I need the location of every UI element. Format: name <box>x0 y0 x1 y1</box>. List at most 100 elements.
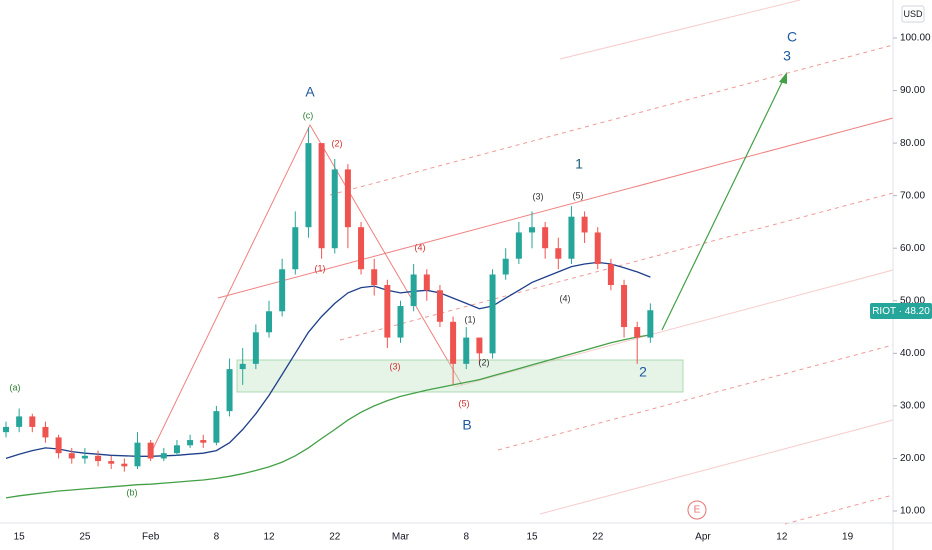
candle-body <box>607 263 614 286</box>
candle-body <box>594 232 601 264</box>
x-tick-label: 8 <box>463 532 469 543</box>
candle-body <box>252 332 259 364</box>
candle-body <box>397 306 404 338</box>
wave-label: (c) <box>303 110 314 120</box>
wave-label: 1 <box>575 156 583 172</box>
candle-body <box>160 453 167 459</box>
candle-body <box>331 169 338 249</box>
candle-body <box>410 274 417 307</box>
wave-label: (a) <box>10 382 21 392</box>
y-tick-label: 80.00 <box>900 138 925 149</box>
wave-label: 3 <box>783 48 791 64</box>
wave-label: C <box>787 29 797 45</box>
candle-body <box>266 311 272 333</box>
axes: 10.00 20.00 30.00 40.00 50.00 60.00 70.00 80.00… <box>14 33 931 543</box>
x-tick-label: 22 <box>329 532 341 543</box>
arrow-line <box>661 75 786 331</box>
candle-body <box>371 269 378 286</box>
candle-body <box>55 437 62 454</box>
candle-body <box>529 227 535 233</box>
candle-body <box>502 258 509 275</box>
price-tag-box <box>870 303 932 319</box>
y-tick-label: 10.00 <box>900 506 925 517</box>
price-tag: RIOT · 48.20 <box>872 306 930 317</box>
wave-label: 2 <box>639 364 647 380</box>
median-line <box>217 117 894 299</box>
wave-label: E <box>694 505 701 516</box>
x-tick-label: 12 <box>263 532 275 543</box>
candle-body <box>489 274 496 354</box>
candle-body <box>187 440 194 446</box>
candle-body <box>450 321 457 364</box>
wave-label: (2) <box>479 357 490 367</box>
candle-body <box>121 463 128 467</box>
candle-body <box>213 411 220 443</box>
wave-label: (5) <box>573 190 584 200</box>
wave-label: (3) <box>533 191 544 201</box>
wave-label: (4) <box>415 242 426 252</box>
candle-body <box>358 227 365 270</box>
x-tick-label: 19 <box>842 532 854 543</box>
wave-label: (2) <box>332 138 343 148</box>
channel-faint <box>454 269 894 388</box>
x-tick-label: Apr <box>695 532 711 543</box>
wave-label: (5) <box>459 398 470 408</box>
wave-label: (1) <box>465 314 476 324</box>
candle-body <box>621 285 628 328</box>
wave-label: (1) <box>315 263 326 273</box>
moving-average <box>5 261 651 460</box>
wave-label: (3) <box>390 361 401 371</box>
wave-label: B <box>462 417 471 433</box>
candle-body <box>647 310 654 338</box>
candle-body <box>108 461 115 464</box>
plot: (a) (b) (c) A (1) (2) (3) (4) (5) B (1) (2) (3) (4) (5… <box>3 29 797 516</box>
candle-body <box>42 426 49 438</box>
candle-body <box>3 426 9 433</box>
y-tick-label: 30.00 <box>900 401 925 412</box>
x-tick-label: 22 <box>592 532 604 543</box>
candle-body <box>318 143 325 249</box>
wave-label: (b) <box>127 487 138 497</box>
candle-body <box>423 274 430 291</box>
support-zone <box>236 359 684 393</box>
candle-body <box>568 216 575 259</box>
y-tick-label: 100.00 <box>900 33 931 44</box>
y-tick-label: 50.00 <box>900 295 925 306</box>
y-tick-label: 70.00 <box>900 190 925 201</box>
currency-box <box>901 5 925 23</box>
candle-body <box>95 455 102 462</box>
y-tick-label: 90.00 <box>900 85 925 96</box>
candle-body <box>147 442 154 459</box>
wave-label: (4) <box>560 293 571 303</box>
candle-body <box>200 440 207 443</box>
currency: USD <box>903 9 923 19</box>
wave-label: A <box>305 84 315 100</box>
x-tick-label: 15 <box>14 532 26 543</box>
arrow-head <box>779 72 787 84</box>
candle-body <box>555 248 562 259</box>
channel-faint <box>559 0 801 60</box>
candle-body <box>292 227 299 270</box>
x-tick-label: 8 <box>214 532 220 543</box>
candle-body <box>239 363 246 370</box>
candle-body <box>68 453 75 459</box>
candle-body <box>226 369 233 412</box>
y-tick-label: 20.00 <box>900 453 925 464</box>
candle-body <box>305 143 312 228</box>
candle-body <box>581 216 588 233</box>
channel-dashed <box>329 44 894 196</box>
candle-body <box>463 337 470 364</box>
candle-body <box>436 290 443 322</box>
channel-faint <box>539 419 894 515</box>
moving-average <box>5 334 651 499</box>
candle-body <box>634 327 641 338</box>
y-tick-label: 60.00 <box>900 243 925 254</box>
x-tick-label: 12 <box>776 532 788 543</box>
candle-body <box>279 269 286 312</box>
x-tick-label: Feb <box>142 532 160 543</box>
candle-body <box>542 227 549 249</box>
candle-body <box>384 285 391 338</box>
candle-body <box>344 169 351 228</box>
